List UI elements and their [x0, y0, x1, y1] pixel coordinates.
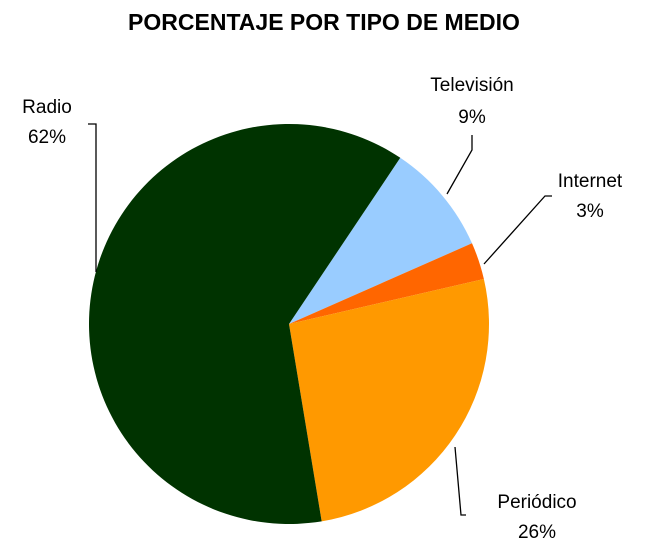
- slice-label: Internet: [558, 171, 623, 192]
- leader-line: [88, 123, 97, 272]
- pie-slice: [289, 243, 484, 324]
- slice-value-label: 9%: [458, 107, 486, 128]
- pie-slice: [289, 279, 490, 522]
- pie-slice: [289, 157, 472, 324]
- slice-value-label: 62%: [28, 127, 66, 148]
- slice-value-label: 3%: [576, 201, 604, 222]
- pie-slice: [88, 124, 401, 525]
- leader-line: [483, 195, 552, 265]
- slice-label: Periódico: [497, 492, 576, 513]
- chart-title: PORCENTAJE POR TIPO DE MEDIO: [128, 9, 520, 35]
- slice-label: Radio: [22, 97, 72, 118]
- slice-label: Televisión: [430, 75, 513, 96]
- leader-line: [454, 446, 466, 516]
- slice-value-label: 26%: [518, 522, 556, 543]
- leader-line: [446, 135, 473, 195]
